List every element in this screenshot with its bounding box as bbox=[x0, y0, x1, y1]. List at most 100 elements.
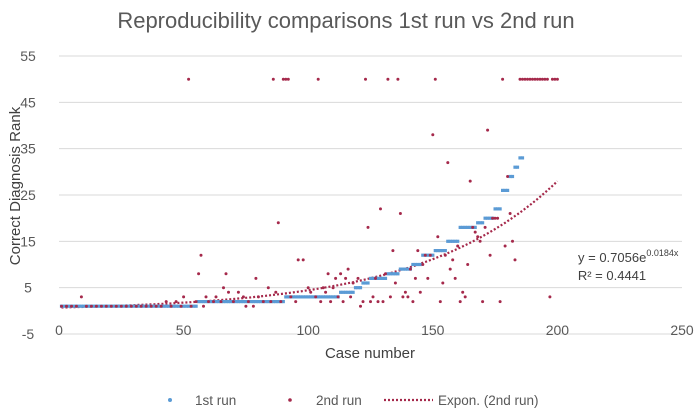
point-1st-run bbox=[256, 300, 260, 304]
point-2nd-run bbox=[461, 290, 465, 294]
point-1st-run bbox=[294, 295, 298, 299]
legend: 1st run 2nd run Expon. (2nd run) bbox=[168, 393, 539, 408]
x-axis-label: Case number bbox=[325, 345, 415, 362]
point-2nd-run bbox=[498, 300, 502, 304]
point-1st-run bbox=[371, 276, 375, 280]
point-1st-run bbox=[249, 300, 253, 304]
point-1st-run bbox=[266, 300, 270, 304]
legend-label-2nd-run: 2nd run bbox=[316, 393, 362, 408]
point-2nd-run bbox=[431, 133, 435, 137]
point-2nd-run bbox=[134, 304, 138, 308]
point-2nd-run bbox=[244, 304, 248, 308]
point-1st-run bbox=[306, 295, 310, 299]
point-2nd-run bbox=[501, 77, 505, 81]
point-1st-run bbox=[441, 249, 445, 253]
point-2nd-run bbox=[548, 295, 552, 299]
point-2nd-run bbox=[109, 304, 113, 308]
point-1st-run bbox=[461, 225, 465, 229]
point-2nd-run bbox=[79, 295, 83, 299]
point-1st-run bbox=[79, 304, 83, 308]
point-1st-run bbox=[199, 300, 203, 304]
point-2nd-run bbox=[536, 77, 539, 81]
point-1st-run bbox=[234, 300, 238, 304]
point-1st-run bbox=[164, 304, 168, 308]
point-2nd-run bbox=[463, 295, 467, 299]
point-2nd-run bbox=[164, 300, 168, 304]
point-2nd-run bbox=[349, 295, 353, 299]
point-1st-run bbox=[433, 249, 437, 253]
point-1st-run bbox=[473, 225, 477, 229]
point-1st-run bbox=[324, 295, 328, 299]
point-1st-run bbox=[281, 300, 285, 304]
point-2nd-run bbox=[284, 77, 288, 81]
point-2nd-run bbox=[159, 304, 163, 308]
point-2nd-run bbox=[369, 300, 372, 304]
point-2nd-run bbox=[189, 304, 193, 308]
y-tick-label: 45 bbox=[20, 94, 36, 110]
point-1st-run bbox=[77, 304, 81, 308]
point-1st-run bbox=[334, 295, 338, 299]
point-1st-run bbox=[476, 221, 480, 225]
point-2nd-run bbox=[306, 286, 310, 290]
point-2nd-run bbox=[207, 300, 210, 304]
point-2nd-run bbox=[446, 161, 450, 165]
point-1st-run bbox=[67, 304, 71, 308]
point-1st-run bbox=[132, 304, 136, 308]
point-2nd-run bbox=[204, 295, 208, 299]
point-1st-run bbox=[296, 295, 300, 299]
point-2nd-run bbox=[433, 77, 437, 81]
gridlines bbox=[59, 55, 682, 335]
x-tick-label: 150 bbox=[421, 322, 445, 338]
point-2nd-run bbox=[261, 300, 265, 304]
point-2nd-run bbox=[231, 300, 235, 304]
point-2nd-run bbox=[478, 239, 482, 243]
trend-equation: y = 0.7056e0.0184x bbox=[578, 248, 679, 265]
point-2nd-run bbox=[224, 272, 228, 276]
point-1st-run bbox=[451, 239, 455, 243]
point-1st-run bbox=[496, 207, 500, 211]
point-2nd-run bbox=[361, 300, 365, 304]
point-2nd-run bbox=[411, 300, 415, 304]
point-1st-run bbox=[321, 295, 325, 299]
y-tick-labels: -5 5 15 25 35 45 55 bbox=[20, 48, 36, 342]
point-1st-run bbox=[301, 295, 305, 299]
y-tick-label: 55 bbox=[20, 48, 36, 64]
point-2nd-run bbox=[426, 276, 430, 280]
point-1st-run bbox=[264, 300, 268, 304]
point-2nd-run bbox=[336, 295, 340, 299]
point-1st-run bbox=[353, 286, 358, 290]
point-1st-run bbox=[401, 267, 405, 271]
point-2nd-run bbox=[227, 290, 230, 294]
point-1st-run bbox=[520, 156, 525, 160]
point-2nd-run bbox=[356, 276, 360, 280]
point-2nd-run bbox=[481, 300, 485, 304]
point-2nd-run bbox=[89, 304, 93, 308]
point-2nd-run bbox=[104, 304, 108, 308]
point-1st-run bbox=[229, 300, 233, 304]
point-1st-run bbox=[226, 300, 231, 304]
point-2nd-run bbox=[241, 295, 245, 299]
point-1st-run bbox=[431, 253, 435, 257]
point-1st-run bbox=[510, 174, 515, 179]
point-1st-run bbox=[209, 300, 213, 304]
point-2nd-run bbox=[129, 304, 133, 308]
point-1st-run bbox=[142, 304, 146, 308]
point-2nd-run bbox=[274, 290, 278, 294]
point-1st-run bbox=[304, 295, 308, 299]
x-tick-label: 50 bbox=[176, 322, 192, 338]
point-1st-run bbox=[421, 253, 425, 257]
x-tick-label: 100 bbox=[297, 322, 321, 338]
point-1st-run bbox=[241, 300, 245, 304]
point-2nd-run bbox=[418, 290, 422, 294]
point-2nd-run bbox=[391, 249, 395, 253]
point-2nd-run bbox=[506, 175, 510, 178]
point-1st-run bbox=[436, 249, 440, 253]
point-1st-run bbox=[388, 272, 392, 276]
point-2nd-run bbox=[406, 295, 410, 299]
y-tick-label: -5 bbox=[22, 326, 35, 342]
point-1st-run bbox=[468, 225, 472, 229]
series-1st-run bbox=[59, 156, 525, 308]
point-1st-run bbox=[508, 174, 512, 179]
point-1st-run bbox=[137, 304, 141, 308]
